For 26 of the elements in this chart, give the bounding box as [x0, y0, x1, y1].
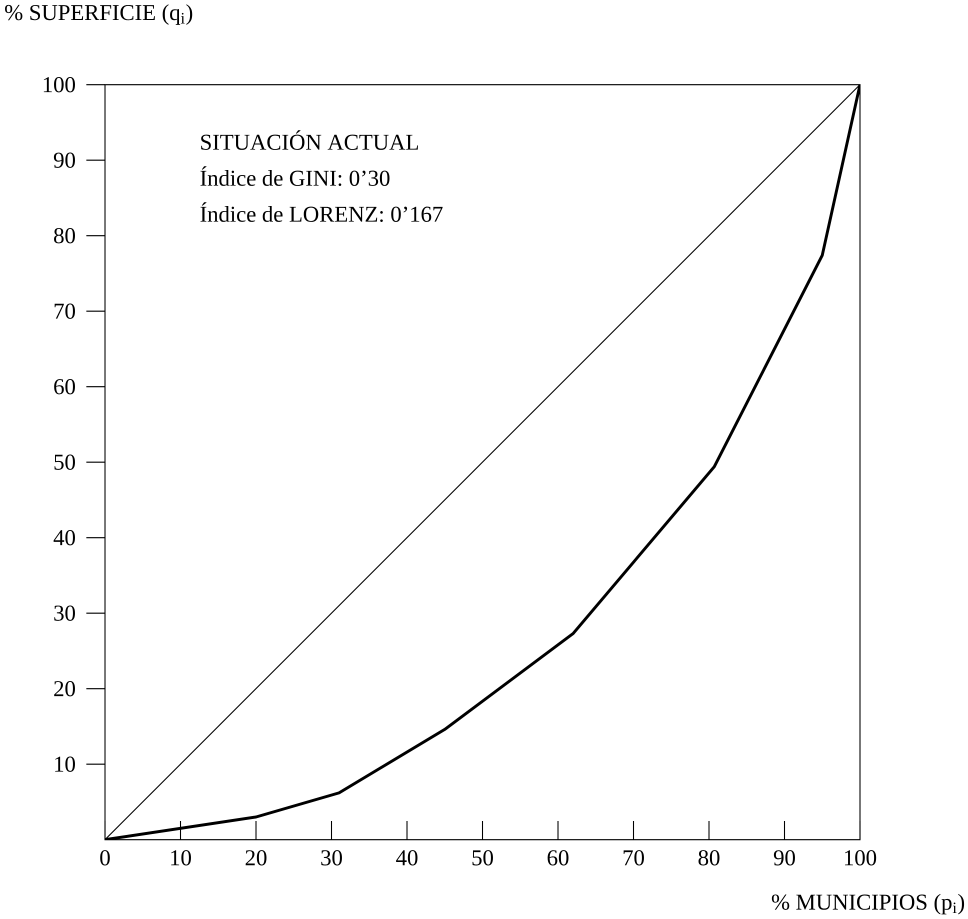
x-tick-label: 10: [171, 850, 191, 866]
y-tick-label: 60: [54, 379, 75, 394]
y-axis-title: % SUPERFICIE (q$_{i}$): [5, 4, 192, 25]
x-tick-label: 60: [548, 850, 568, 866]
y-tick-label: 50: [54, 454, 75, 470]
annotation: Índice de GINI: 0’30: [200, 166, 390, 186]
x-axis-title: % MUNICIPIOS (p$_{i}$): [772, 894, 964, 915]
y-tick-label: 90: [54, 152, 75, 168]
y-tick-label: 100: [44, 77, 75, 92]
y-tick-label: 40: [54, 530, 75, 546]
x-tick-label: 0: [100, 850, 110, 866]
annotation: SITUACIÓN ACTUAL: [201, 130, 418, 150]
annotation: Índice de LORENZ: 0’167: [200, 202, 443, 222]
x-tick-label: 50: [472, 850, 493, 866]
y-tick-label: 80: [54, 228, 75, 244]
x-tick-label: 100: [844, 850, 876, 866]
x-tick-label: 20: [246, 850, 266, 866]
y-tick-label: 30: [54, 606, 75, 621]
x-tick-label: 80: [698, 850, 720, 866]
y-tick-label: 10: [55, 756, 75, 772]
y-tick-label: 70: [54, 304, 75, 319]
x-tick-label: 70: [624, 850, 644, 866]
x-tick-label: 90: [774, 850, 795, 866]
y-tick-label: 20: [54, 681, 75, 696]
x-tick-label: 40: [396, 850, 418, 866]
x-tick-label: 30: [321, 850, 342, 866]
